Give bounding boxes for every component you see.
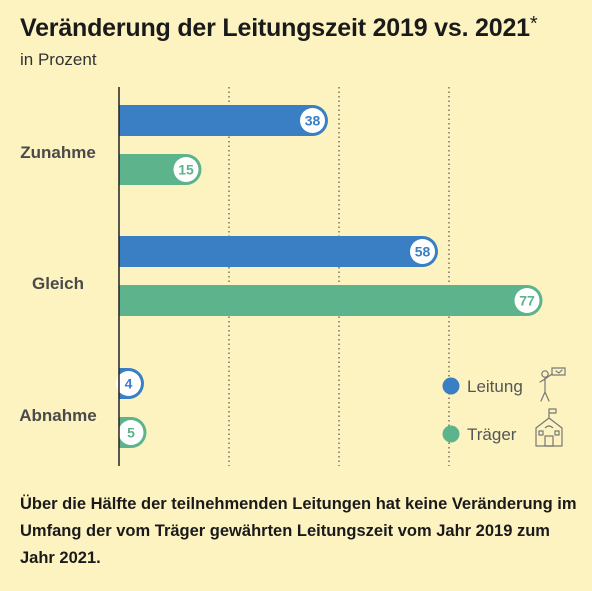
data-label: 4	[125, 376, 133, 392]
legend-marker	[442, 425, 460, 443]
chart-subtitle: in Prozent	[20, 50, 97, 69]
legend-marker	[442, 377, 460, 395]
value-badge	[173, 157, 199, 182]
category-label: Zunahme	[20, 143, 96, 162]
data-label: 5	[127, 425, 135, 441]
category-label: Abnahme	[19, 406, 96, 425]
bar-chart: Zunahme 38 15 Gleich 58 77 Abnahme 4 5 Leitung Trä…	[19, 87, 566, 466]
value-badge	[514, 288, 540, 313]
data-label: 77	[519, 293, 535, 309]
value-badge	[116, 371, 141, 396]
school-building-icon	[535, 408, 563, 447]
bar	[119, 236, 438, 267]
chart-title: Veränderung der Leitungszeit 2019 vs. 20…	[20, 13, 538, 42]
value-badge	[300, 108, 325, 133]
value-badge	[118, 420, 144, 445]
data-label: 58	[415, 244, 431, 260]
title-footnote-marker: *	[529, 13, 538, 35]
data-label: 38	[305, 113, 321, 129]
legend-label: Träger	[467, 425, 517, 444]
bar	[119, 105, 328, 136]
value-badge	[410, 239, 435, 264]
category-label: Gleich	[32, 274, 84, 293]
legend-label: Leitung	[467, 377, 523, 396]
bar	[119, 285, 543, 316]
person-presenting-icon	[539, 367, 566, 402]
chart-footnote: Über die Hälfte der teilnehmenden Leitun…	[20, 495, 577, 567]
data-label: 15	[178, 162, 194, 178]
